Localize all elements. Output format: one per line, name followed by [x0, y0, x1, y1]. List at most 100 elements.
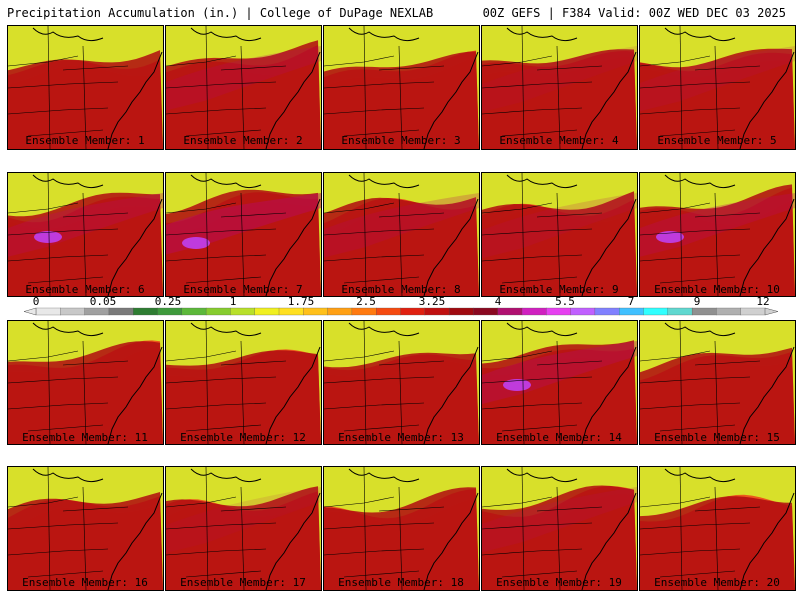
great-lakes	[190, 27, 262, 42]
state-boundary	[166, 548, 267, 556]
precip-map	[482, 321, 637, 444]
state-boundary	[536, 360, 603, 366]
state-boundary	[324, 254, 425, 262]
precip-band	[482, 340, 637, 444]
state-boundary	[324, 228, 435, 236]
great-lakes	[664, 322, 736, 337]
state-boundary	[166, 202, 237, 214]
colorbar-swatch	[60, 307, 86, 316]
coastline	[581, 51, 637, 149]
state-boundary	[556, 45, 561, 149]
state-boundary	[501, 276, 578, 284]
state-boundary	[640, 548, 741, 556]
state-boundary	[640, 55, 711, 67]
state-boundary	[482, 55, 553, 67]
colorbar-swatch	[521, 307, 547, 316]
state-boundary	[82, 192, 87, 296]
state-boundary	[714, 192, 719, 296]
colorbar-tick-label: 5.5	[555, 296, 575, 308]
colorbar-swatch	[594, 307, 620, 316]
precip-band	[324, 197, 479, 296]
state-boundary	[324, 548, 425, 556]
ensemble-member-label: Ensemble Member: 10	[654, 283, 780, 296]
state-boundary	[659, 570, 736, 578]
precip-map	[8, 173, 163, 296]
ensemble-map-panel	[639, 172, 796, 297]
state-boundary	[324, 81, 435, 89]
state-boundary	[8, 55, 79, 67]
great-lakes	[190, 468, 262, 483]
extreme-precip-core	[503, 379, 531, 391]
colorbar-tick-label: 1	[230, 296, 237, 308]
colorbar-swatch	[108, 307, 134, 316]
state-boundary	[324, 376, 435, 384]
state-boundary	[166, 254, 267, 262]
ensemble-map-panel	[639, 466, 796, 591]
state-boundary	[343, 570, 420, 578]
state-boundary	[482, 228, 593, 236]
state-boundary	[378, 360, 445, 366]
coastline	[107, 198, 163, 296]
great-lakes	[190, 322, 262, 337]
state-boundary	[521, 26, 525, 149]
state-boundary	[8, 350, 79, 362]
state-boundary	[185, 570, 262, 578]
colorbar-swatch	[303, 307, 329, 316]
state-boundary	[694, 212, 761, 218]
heavy-precip-core	[166, 46, 321, 111]
ensemble-member-label: Ensemble Member: 5	[657, 134, 777, 147]
ensemble-map-panel	[165, 466, 322, 591]
precip-band	[324, 487, 479, 590]
colorbar-tick-label: 2.5	[356, 296, 376, 308]
state-boundary	[240, 340, 245, 444]
colorbar-swatch	[400, 307, 426, 316]
precip-map	[640, 467, 795, 590]
precip-map	[166, 173, 321, 296]
state-boundary	[398, 45, 403, 149]
heavy-precip-core	[482, 193, 637, 259]
ensemble-member-label: Ensemble Member: 4	[499, 134, 619, 147]
state-boundary	[27, 424, 104, 432]
state-boundary	[521, 467, 525, 590]
ensemble-map-panel	[481, 172, 638, 297]
state-boundary	[482, 254, 583, 262]
ensemble-map-panel	[323, 466, 480, 591]
state-boundary	[679, 26, 683, 149]
ensemble-map-panel	[7, 172, 164, 297]
state-boundary	[556, 340, 561, 444]
state-boundary	[8, 202, 79, 214]
precip-band	[640, 184, 795, 296]
precip-map	[324, 173, 479, 296]
coastline	[265, 492, 321, 590]
colorbar-swatch	[133, 307, 158, 316]
state-boundary	[556, 486, 561, 590]
precip-map	[482, 467, 637, 590]
great-lakes	[506, 468, 578, 483]
precip-band	[8, 341, 163, 444]
state-boundary	[82, 486, 87, 590]
great-lakes	[348, 468, 420, 483]
state-boundary	[482, 496, 553, 508]
great-lakes	[32, 468, 104, 483]
state-boundary	[62, 360, 129, 366]
state-boundary	[343, 129, 420, 137]
state-boundary	[240, 486, 245, 590]
state-boundary	[324, 202, 395, 214]
state-boundary	[166, 350, 237, 362]
colorbar-swatch	[35, 307, 61, 316]
state-boundary	[482, 376, 593, 384]
state-boundary	[640, 228, 751, 236]
state-boundary	[8, 522, 119, 530]
state-boundary	[8, 402, 109, 410]
ensemble-map-panel	[323, 172, 480, 297]
state-boundary	[8, 496, 79, 508]
ensemble-map-panel	[481, 25, 638, 150]
precip-map	[8, 467, 163, 590]
state-boundary	[398, 340, 403, 444]
state-boundary	[363, 467, 367, 590]
state-boundary	[536, 65, 603, 71]
ensemble-map-panel	[7, 466, 164, 591]
ensemble-member-label: Ensemble Member: 18	[338, 576, 464, 589]
precip-band	[166, 189, 321, 296]
precip-map	[8, 321, 163, 444]
